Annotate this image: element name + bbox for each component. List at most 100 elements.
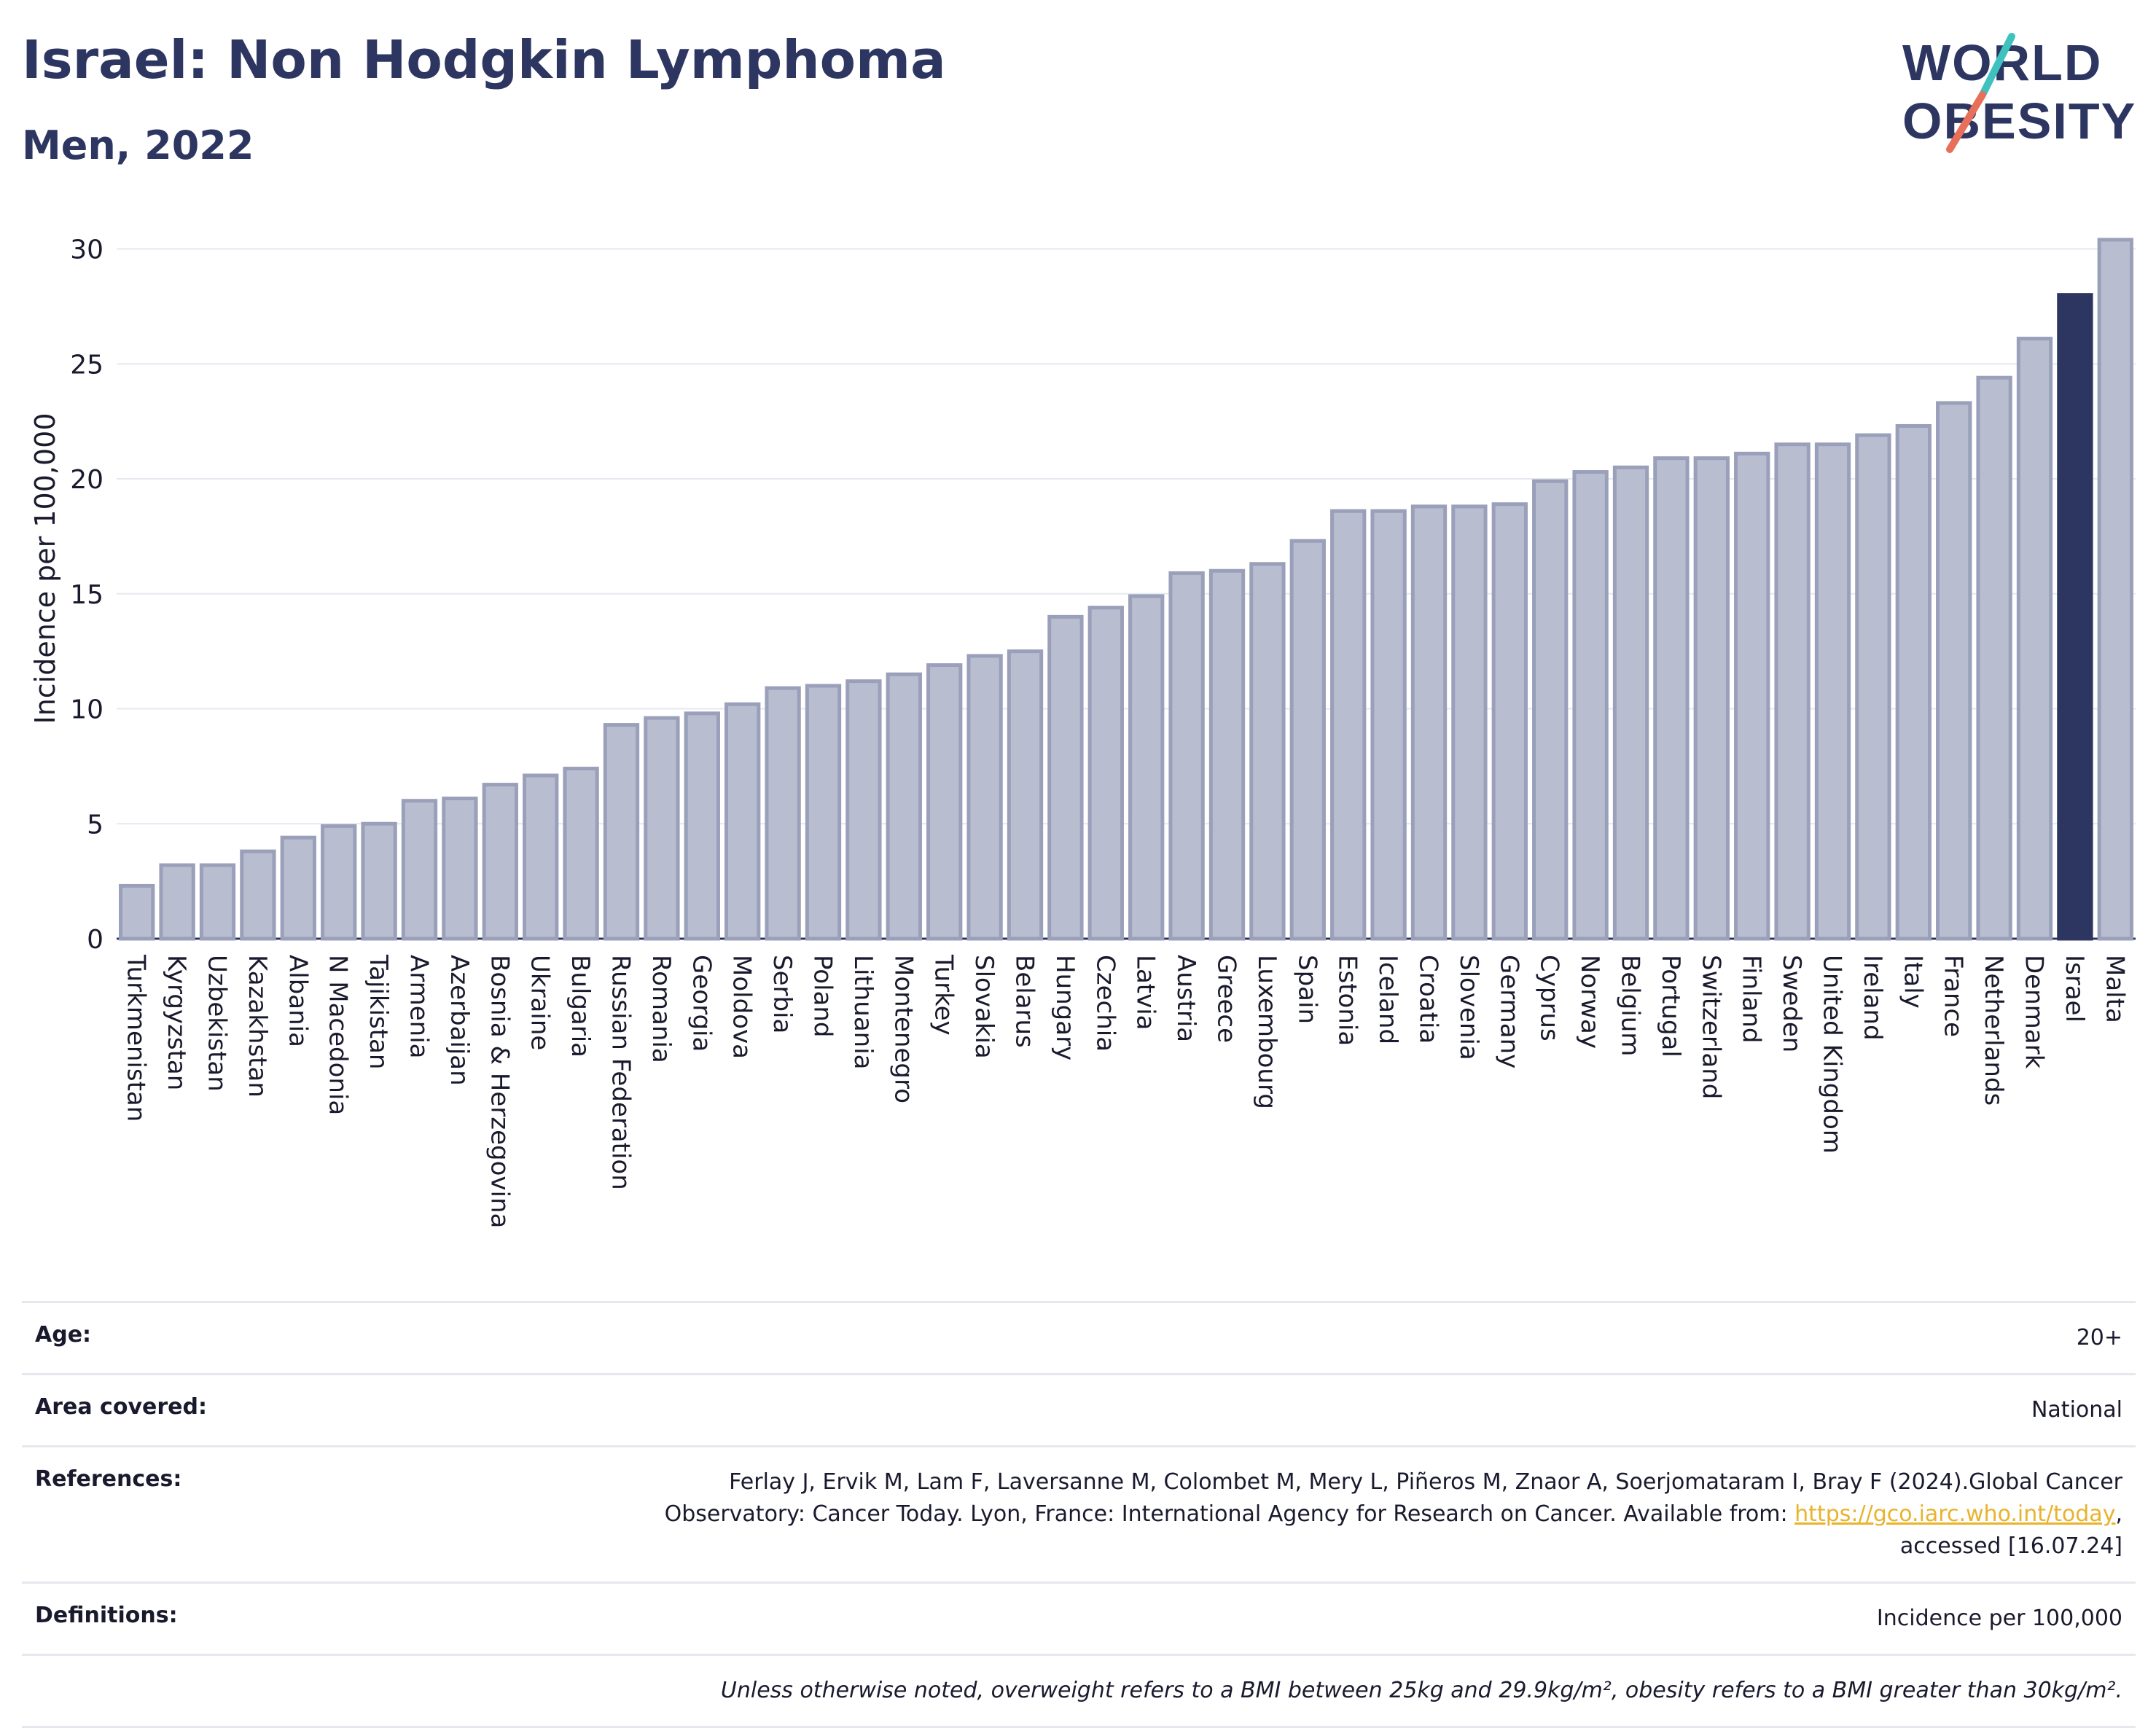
x-tick-label: Tajikistan [364, 954, 393, 1069]
x-tick-label: Iceland [1373, 955, 1402, 1044]
bar-albania [280, 835, 316, 941]
info-row-references: References: Ferlay J, Ervik M, Lam F, La… [22, 1445, 2136, 1582]
x-tick-label: Norway [1575, 955, 1604, 1049]
x-tick-label: Poland [808, 955, 837, 1038]
bar-slovakia [966, 654, 1003, 941]
x-tick-label: Belgium [1616, 955, 1645, 1056]
definitions-label: Definitions: [35, 1603, 178, 1628]
x-tick-label: Italy [1898, 955, 1927, 1009]
bar-spain [1289, 539, 1326, 941]
age-value: 20+ [2076, 1325, 2122, 1350]
bar-tajikistan [361, 821, 397, 941]
references-label: References: [35, 1466, 182, 1492]
x-tick-label: Germany [1494, 955, 1523, 1068]
page-subtitle: Men, 2022 [22, 122, 254, 168]
bar-moldova [724, 702, 761, 941]
bar-armenia [401, 799, 438, 941]
bar-finland [1734, 451, 1770, 941]
x-tick-label: Turkey [929, 954, 958, 1036]
x-tick-label: Latvia [1131, 955, 1160, 1031]
x-tick-label: Netherlands [1979, 955, 2008, 1106]
definitions-value: Incidence per 100,000 [1876, 1606, 2122, 1631]
bar-latvia [1128, 594, 1165, 941]
x-tick-label: Greece [1212, 955, 1241, 1043]
x-tick-label: Portugal [1656, 955, 1685, 1057]
x-tick-label: Sweden [1777, 955, 1806, 1052]
bar-portugal [1653, 456, 1690, 941]
bar-uzbekistan [199, 863, 236, 941]
age-label: Age: [35, 1322, 92, 1348]
bar-hungary [1047, 614, 1084, 941]
x-tick-label: Ukraine [526, 955, 555, 1050]
info-row-note: Unless otherwise noted, overweight refer… [22, 1654, 2136, 1728]
x-tick-label: Serbia [768, 955, 797, 1033]
bar-bosnia-herzegovina [482, 783, 518, 941]
x-tick-label: Croatia [1414, 955, 1443, 1044]
y-tick-label: 30 [70, 235, 103, 265]
bar-switzerland [1693, 456, 1730, 941]
bar-chart: Turkmenistan Kyrgyzstan Uzbekistan Kazakhst… [29, 235, 2136, 1228]
page-title: Israel: Non Hodgkin Lymphoma [22, 29, 946, 90]
bar-croatia [1410, 504, 1448, 941]
y-tick-label: 5 [87, 810, 103, 840]
references-line2-end: , [2115, 1501, 2122, 1527]
references-line2: Observatory: Cancer Today. Lyon, France:… [664, 1501, 1795, 1527]
bar-estonia [1330, 509, 1367, 941]
x-tick-labels: Turkmenistan Kyrgyzstan Uzbekistan Kazakhst… [122, 954, 2130, 1228]
x-tick-label: Czechia [1090, 955, 1120, 1052]
bar-montenegro [886, 672, 922, 941]
info-row-definitions: Definitions: Incidence per 100,000 [22, 1582, 2136, 1654]
x-tick-label: Montenegro [888, 955, 918, 1103]
x-tick-label: Turkmenistan [122, 954, 151, 1122]
info-row-age: Age: 20+ [22, 1301, 2136, 1373]
x-tick-label: Austria [1171, 955, 1200, 1042]
x-tick-label: Romania [647, 955, 676, 1063]
x-tick-label: Estonia [1333, 955, 1362, 1046]
bar-united-kingdom [1814, 442, 1851, 941]
y-axis-label: Incidence per 100,000 [29, 413, 61, 724]
bar-denmark [2016, 337, 2053, 941]
x-tick-label: Moldova [727, 955, 757, 1059]
bar-luxembourg [1249, 562, 1286, 941]
x-tick-label: Cyprus [1535, 955, 1564, 1041]
x-tick-label: Kazakhstan [243, 955, 272, 1098]
bar-malta [2097, 238, 2133, 941]
bar-kyrgyzstan [159, 863, 195, 941]
x-tick-label: Bosnia & Herzegovina [485, 955, 514, 1228]
bar-n-macedonia [321, 824, 357, 941]
x-tick-label: Lithuania [848, 955, 878, 1069]
bar-kazakhstan [240, 849, 276, 941]
references-link[interactable]: https://gco.iarc.who.int/today [1794, 1501, 2116, 1527]
area-value: National [2031, 1397, 2122, 1423]
bar-greece [1208, 568, 1246, 941]
x-tick-label: Russian Federation [606, 955, 636, 1190]
logo-line2: OBESITY [1902, 93, 2136, 149]
info-row-area: Area covered: National [22, 1373, 2136, 1445]
x-tick-label: Armenia [405, 955, 434, 1059]
x-tick-label: Spain [1292, 955, 1321, 1024]
x-tick-label: Denmark [2020, 955, 2049, 1069]
x-tick-label: Georgia [687, 955, 716, 1052]
y-tick-label: 20 [70, 465, 103, 495]
x-tick-label: Slovenia [1454, 955, 1483, 1060]
x-tick-label: Ireland [1858, 955, 1887, 1041]
bar-bulgaria [563, 767, 599, 941]
x-tick-label: Bulgaria [566, 955, 595, 1057]
bar-poland [805, 684, 842, 941]
bar-russian-federation [603, 723, 640, 941]
x-tick-label: Israel [2060, 955, 2089, 1023]
bar-georgia [684, 711, 720, 941]
references-line1: Ferlay J, Ervik M, Lam F, Laversanne M, … [729, 1469, 2122, 1495]
references-line3: accessed [16.07.24] [1899, 1533, 2122, 1559]
bar-belarus [1007, 649, 1044, 941]
bar-netherlands [1976, 375, 2012, 941]
y-tick-label: 10 [70, 695, 103, 725]
y-tick-labels: 0 5 10 15 20 25 30 [70, 235, 103, 955]
references-value: Ferlay J, Ervik M, Lam F, Laversanne M, … [327, 1466, 2122, 1563]
bar-ireland [1855, 433, 1891, 941]
bar-turkey [926, 663, 963, 941]
bar-norway [1572, 470, 1609, 941]
bar-ukraine [523, 773, 559, 941]
info-table: Age: 20+ Area covered: National Referenc… [22, 1301, 2136, 1728]
x-tick-label: Kyrgyzstan [162, 955, 191, 1090]
